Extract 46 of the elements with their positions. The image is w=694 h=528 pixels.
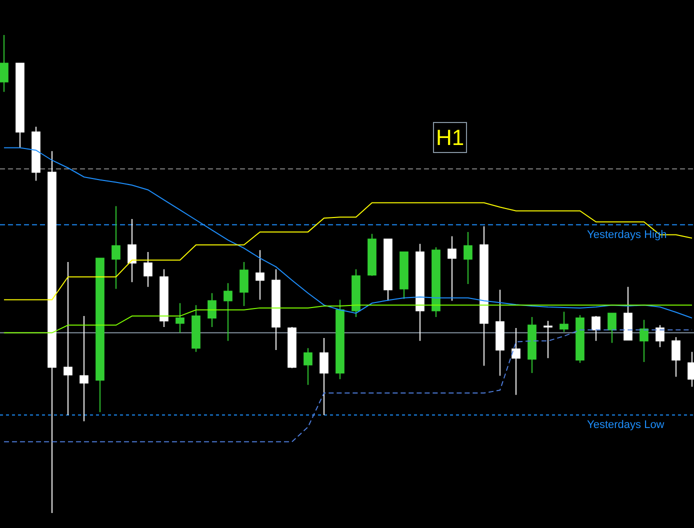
candlestick: [208, 292, 216, 328]
candlestick: [560, 311, 568, 332]
ref-line-label: Yesterdays Low: [587, 419, 664, 431]
candlestick: [416, 243, 424, 342]
candlestick: [160, 268, 168, 328]
candlestick: [16, 62, 24, 148]
candlestick: [288, 326, 296, 369]
candlestick: [0, 34, 8, 92]
candlestick: [128, 218, 136, 283]
candlestick: [352, 268, 360, 318]
candlestick: [320, 338, 328, 416]
candlestick: [256, 250, 264, 300]
candlestick: [80, 316, 88, 422]
candlestick: [224, 282, 232, 342]
candlestick: [432, 246, 440, 318]
candlestick: [496, 289, 504, 376]
candlestick: [448, 236, 456, 302]
candlestick: [384, 238, 392, 302]
candlestick: [240, 262, 248, 307]
candlestick: [400, 252, 408, 300]
candlestick: [512, 328, 520, 396]
candlestick: [368, 233, 376, 276]
candlestick: [48, 150, 56, 514]
candlestick: [576, 314, 584, 364]
candlestick: [176, 302, 184, 334]
candlestick: [656, 324, 664, 348]
candlestick: [480, 226, 488, 366]
candlestick: [32, 126, 40, 182]
ref-line-label: Yesterdays High: [587, 229, 667, 241]
candlestick: [112, 206, 120, 290]
candlestick: [528, 316, 536, 374]
annotation: H1: [436, 125, 464, 150]
candlestick: [304, 348, 312, 386]
candlestick: [640, 319, 648, 362]
candlestick: [336, 299, 344, 380]
candlestick: [608, 312, 616, 344]
candlestick: [544, 320, 552, 359]
candlestick: [624, 286, 632, 340]
candlestick: [144, 252, 152, 288]
candlestick: [272, 268, 280, 350]
candlestick: [592, 316, 600, 342]
candlestick: [192, 304, 200, 352]
candlestick: [96, 258, 104, 413]
candlestick: [672, 336, 680, 378]
candlestick: [464, 231, 472, 285]
candlestick: [64, 262, 72, 416]
